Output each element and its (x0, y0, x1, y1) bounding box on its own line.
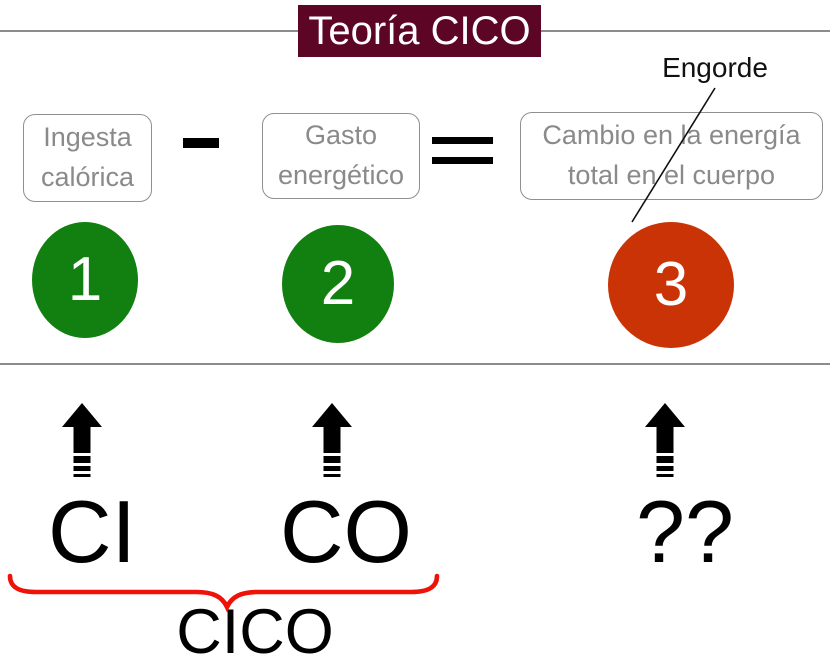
engorde-label: Engorde (662, 52, 768, 83)
step-circle-2: 2 (282, 225, 394, 343)
step-circle-3: 3 (608, 222, 734, 348)
calorie-intake-line1: Ingesta (43, 122, 132, 153)
middle-separator-line (0, 363, 830, 365)
energy-expenditure-line2: energético (277, 160, 405, 190)
energy-change-line1: Cambio en la energía (542, 120, 801, 151)
up-arrow-icon (645, 403, 685, 477)
cico-brace-label: CICO (176, 597, 334, 662)
unknown-label: ?? (636, 482, 734, 581)
calorie-intake-box: Ingesta calórica (23, 114, 152, 202)
energy-expenditure-box: Gasto energético (262, 113, 420, 199)
equals-icon (432, 137, 493, 164)
step-circle-1: 1 (32, 222, 138, 338)
slide-title: Teoría CICO (308, 8, 531, 53)
energy-change-box: Cambio en la energía total en el cuerpo (520, 112, 823, 200)
equals-top-bar (432, 137, 493, 144)
calorie-intake-line2: calórica (40, 162, 135, 192)
step-number-3: 3 (653, 250, 689, 319)
co-label: CO (280, 482, 412, 581)
up-arrow-icon (312, 403, 352, 477)
ci-label: CI (48, 482, 136, 581)
energy-expenditure-line1: Gasto (304, 120, 378, 151)
slide-title-box: Teoría CICO (298, 5, 541, 57)
up-arrow-icon (62, 403, 102, 477)
energy-change-line2: total en el cuerpo (567, 160, 776, 190)
step-number-1: 1 (67, 245, 103, 314)
equals-bottom-bar (432, 157, 493, 164)
step-number-2: 2 (320, 249, 356, 318)
minus-icon (183, 138, 219, 148)
